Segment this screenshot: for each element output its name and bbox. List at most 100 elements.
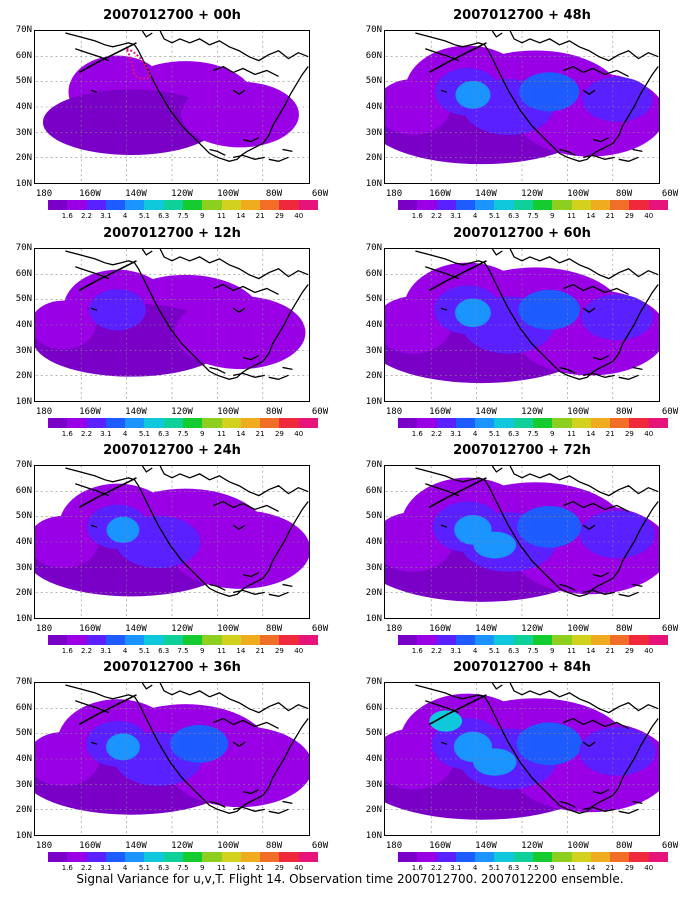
- colorbar-swatch: [532, 418, 553, 428]
- colorbar-swatch: [202, 200, 222, 210]
- latitude-label: 20N: [15, 805, 32, 816]
- longitude-label: 180: [35, 189, 53, 199]
- longitude-label: 100W: [217, 841, 239, 851]
- colorbar-label: 1.6: [411, 212, 423, 220]
- flight-track: [78, 42, 137, 74]
- latitude-label: 40N: [365, 320, 382, 330]
- longitude-label: 120W: [171, 407, 193, 417]
- colorbar-label: 9: [200, 212, 205, 220]
- variance-shading: [35, 300, 96, 350]
- colorbar-label: 6.3: [508, 430, 520, 438]
- colorbar-label: 5.1: [488, 212, 500, 220]
- colorbar-swatch: [417, 200, 437, 210]
- longitude-label: 140W: [475, 189, 497, 199]
- colorbar-swatch: [240, 635, 261, 645]
- variance-shading: [519, 72, 580, 112]
- colorbar-label: 11: [217, 647, 227, 655]
- longitude-label: 100W: [217, 189, 239, 199]
- colorbar-label: 5.1: [488, 864, 500, 872]
- colorbar-swatch: [475, 635, 495, 645]
- colorbar-labels: 1.6 2.2 3.1 4 5.1 6.3 7.5 9 11 14 21 29 40: [398, 430, 668, 440]
- colorbar-label: 40: [644, 430, 654, 438]
- colorbar-swatch: [260, 852, 280, 862]
- longitude-label: 140W: [125, 624, 147, 634]
- longitude-label: 120W: [521, 189, 543, 199]
- longitude-label: 120W: [521, 841, 543, 851]
- colorbar-swatch: [648, 852, 668, 862]
- colorbar-swatch: [475, 200, 495, 210]
- colorbar-label: 14: [586, 647, 596, 655]
- longitude-label: 140W: [475, 624, 497, 634]
- colorbar-label: 9: [200, 864, 205, 872]
- colorbar-label: 11: [567, 212, 577, 220]
- colorbar-label: 6.3: [508, 647, 520, 655]
- colorbar-label: 3.1: [100, 864, 112, 872]
- latitude-label: 30N: [15, 345, 32, 356]
- colorbar-label: 29: [624, 430, 634, 438]
- latitude-label: 60N: [15, 485, 32, 496]
- colorbar-label: 9: [550, 430, 555, 438]
- latitude-label: 10N: [365, 831, 382, 841]
- colorbar-swatch: [398, 852, 418, 862]
- colorbar-label: 21: [605, 864, 615, 872]
- map-panel: 2007012700 + 48h 70N 60N 50N 40N 30N 20N 10N 180…: [350, 8, 680, 226]
- variance-map: [34, 682, 310, 836]
- panel-title: 2007012700 + 36h: [103, 660, 241, 675]
- latitude-label: 60N: [365, 485, 382, 496]
- colorbar-swatch: [144, 635, 164, 645]
- colorbar-label: 1.6: [411, 864, 423, 872]
- colorbar-label: 21: [605, 212, 615, 220]
- colorbar-swatch: [86, 200, 106, 210]
- colorbar-swatch: [648, 200, 668, 210]
- longitude-label: 160W: [429, 624, 451, 634]
- colorbar-label: 2.2: [80, 430, 93, 438]
- colorbar-swatch: [494, 635, 514, 645]
- colorbar-label: 9: [200, 430, 205, 438]
- longitude-label: 180: [385, 407, 403, 417]
- figure-caption: Signal Variance for u,v,T. Flight 14. Ob…: [76, 872, 624, 886]
- map-canvas: [35, 249, 309, 401]
- map-panel: 2007012700 + 24h 70N 60N 50N 40N 30N 20N 10N 180…: [0, 443, 330, 661]
- variance-map: [384, 465, 660, 619]
- colorbar-swatch: [125, 635, 145, 645]
- longitude-label: 160W: [429, 841, 451, 851]
- colorbar-label: 4: [472, 647, 478, 655]
- colorbar-label: 2.2: [80, 212, 93, 220]
- colorbar-label: 1.6: [61, 212, 73, 220]
- colorbar-swatch: [163, 200, 183, 210]
- panel-title: 2007012700 + 60h: [453, 226, 591, 241]
- panel-title: 2007012700 + 72h: [453, 443, 591, 458]
- colorbar-label: 9: [550, 864, 555, 872]
- colorbar-label: 3.1: [450, 430, 462, 438]
- variance-shading: [169, 510, 309, 589]
- map-canvas: [385, 466, 659, 618]
- latitude-label: 40N: [365, 754, 382, 764]
- variance-shading: [174, 296, 306, 370]
- latitude-label: 20N: [15, 371, 32, 382]
- colorbar: [48, 852, 318, 862]
- colorbar-label: 14: [236, 430, 246, 438]
- colorbar-label: 3.1: [100, 212, 112, 220]
- colorbar-swatch: [455, 852, 476, 862]
- longitude-label: 100W: [567, 189, 589, 199]
- colorbar-label: 5.1: [138, 212, 150, 220]
- colorbar-swatch: [221, 418, 241, 428]
- latitude-label: 30N: [365, 779, 382, 790]
- flight-track: [78, 477, 137, 509]
- colorbar-swatch: [240, 418, 261, 428]
- colorbar-label: 14: [586, 864, 596, 872]
- colorbar: [398, 200, 668, 210]
- map-panel: 2007012700 + 00h 70N 60N 50N 40N 30N 20N 10N 180…: [0, 8, 330, 226]
- colorbar-swatch: [202, 852, 222, 862]
- longitude-label: 180: [385, 841, 403, 851]
- variance-shading: [518, 289, 580, 330]
- coastline: [65, 31, 309, 162]
- panel-title: 2007012700 + 48h: [453, 8, 591, 23]
- colorbar-labels: 1.6 2.2 3.1 4 5.1 6.3 7.5 9 11 14 21 29 40: [48, 430, 318, 440]
- longitude-label: 60W: [311, 841, 329, 851]
- colorbar-swatch: [629, 635, 649, 645]
- coastline: [65, 466, 309, 597]
- map-canvas: [35, 466, 309, 618]
- variance-map: [384, 30, 660, 184]
- longitude-label: 140W: [475, 841, 497, 851]
